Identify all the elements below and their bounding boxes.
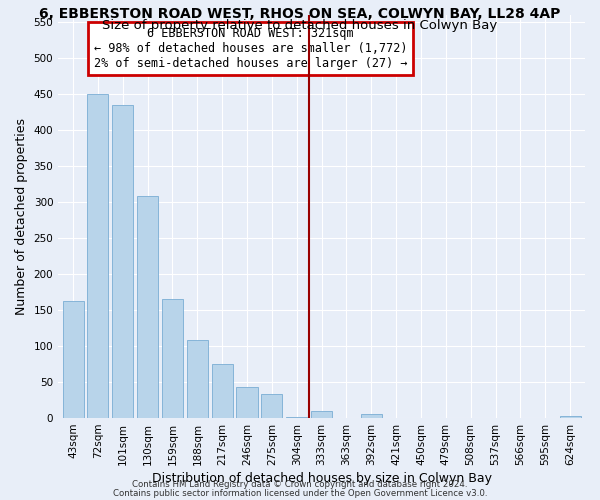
X-axis label: Distribution of detached houses by size in Colwyn Bay: Distribution of detached houses by size … [152, 472, 491, 485]
Bar [187, 340, 208, 418]
Bar [311, 411, 332, 418]
Bar [236, 387, 257, 418]
Bar [62, 300, 83, 418]
Bar [112, 105, 133, 418]
Text: Contains HM Land Registry data © Crown copyright and database right 2024.: Contains HM Land Registry data © Crown c… [132, 480, 468, 489]
Bar [162, 300, 183, 418]
Bar [286, 416, 307, 418]
Text: Contains public sector information licensed under the Open Government Licence v3: Contains public sector information licen… [113, 488, 487, 498]
Text: 6, EBBERSTON ROAD WEST, RHOS ON SEA, COLWYN BAY, LL28 4AP: 6, EBBERSTON ROAD WEST, RHOS ON SEA, COL… [40, 8, 560, 22]
Bar [262, 394, 283, 418]
Y-axis label: Number of detached properties: Number of detached properties [15, 118, 28, 315]
Text: Size of property relative to detached houses in Colwyn Bay: Size of property relative to detached ho… [103, 18, 497, 32]
Text: 6 EBBERSTON ROAD WEST: 321sqm
← 98% of detached houses are smaller (1,772)
2% of: 6 EBBERSTON ROAD WEST: 321sqm ← 98% of d… [94, 27, 407, 70]
Bar [137, 196, 158, 418]
Bar [212, 364, 233, 418]
Bar [361, 414, 382, 418]
Bar [560, 416, 581, 418]
Bar [88, 94, 109, 418]
